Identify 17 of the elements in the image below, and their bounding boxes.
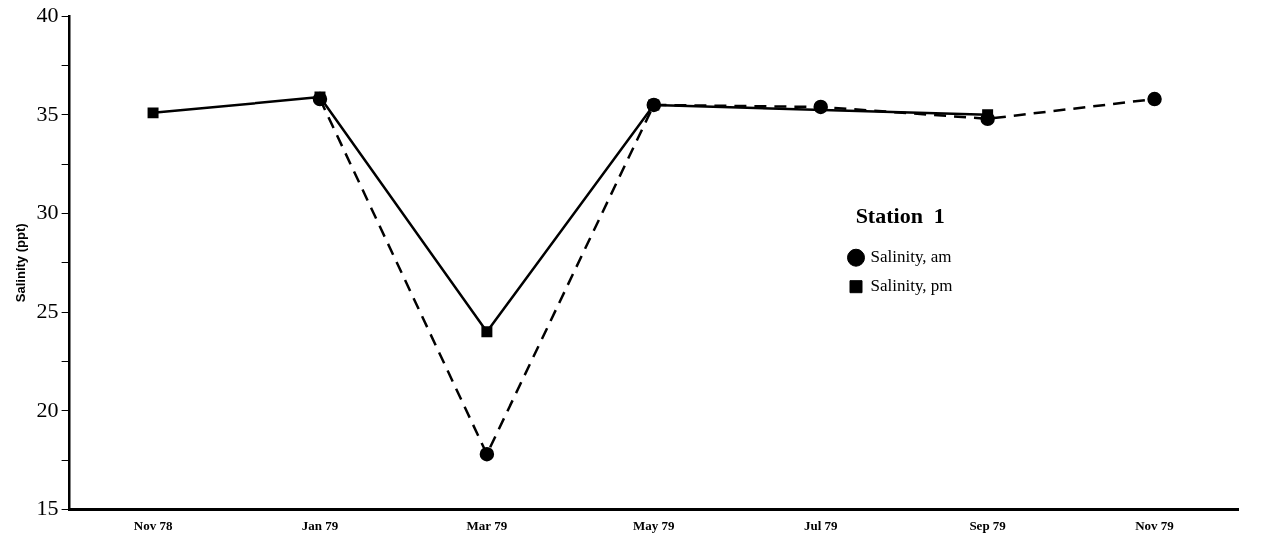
x-tick-label: Mar 79: [466, 517, 508, 533]
x-tick-label: Nov 79: [1135, 517, 1175, 533]
x-tick-label: Jan 79: [301, 517, 339, 533]
y-tick-label: 40: [36, 1, 59, 27]
x-tick-label: Sep 79: [969, 517, 1007, 533]
y-axis-title: Salinity (ppt): [13, 223, 29, 303]
y-tick-label: 25: [36, 297, 59, 323]
legend-label: Salinity, pm: [870, 276, 953, 296]
y-tick-label: 20: [36, 396, 59, 422]
legend-title: Station 1: [855, 203, 945, 229]
x-tick-label: Nov 78: [133, 517, 173, 533]
legend-label: Salinity, am: [870, 247, 952, 267]
x-tick-label: Jul 79: [803, 517, 839, 533]
y-tick-label: 15: [36, 495, 59, 521]
y-tick-label: 35: [36, 100, 59, 126]
y-tick-label: 30: [36, 199, 59, 225]
x-tick-label: May 79: [633, 517, 676, 533]
